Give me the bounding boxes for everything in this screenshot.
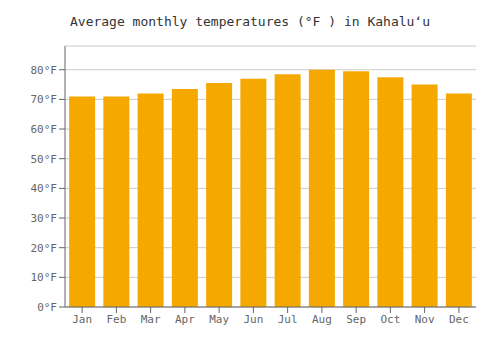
svg-text:Mar: Mar <box>141 313 161 326</box>
svg-text:Sep: Sep <box>346 313 366 326</box>
svg-text:Dec: Dec <box>449 313 469 326</box>
svg-text:10°F: 10°F <box>31 271 58 284</box>
svg-text:50°F: 50°F <box>31 153 58 166</box>
svg-text:20°F: 20°F <box>31 242 58 255</box>
svg-text:Feb: Feb <box>106 313 126 326</box>
svg-text:40°F: 40°F <box>31 182 58 195</box>
svg-text:0°F: 0°F <box>37 301 57 314</box>
svg-text:May: May <box>209 313 229 326</box>
svg-text:Oct: Oct <box>380 313 400 326</box>
svg-text:60°F: 60°F <box>31 123 58 136</box>
svg-text:Apr: Apr <box>175 313 195 326</box>
svg-text:Jul: Jul <box>278 313 298 326</box>
svg-text:80°F: 80°F <box>31 64 58 77</box>
svg-text:Jun: Jun <box>243 313 263 326</box>
svg-text:Nov: Nov <box>415 313 435 326</box>
svg-text:Jan: Jan <box>72 313 92 326</box>
svg-text:30°F: 30°F <box>31 212 58 225</box>
html-text:Average monthly temperatures (: Average monthly temperatures (°F ) in Ka… <box>70 14 430 29</box>
svg-text:70°F: 70°F <box>31 93 58 106</box>
svg-text:Aug: Aug <box>312 313 332 326</box>
